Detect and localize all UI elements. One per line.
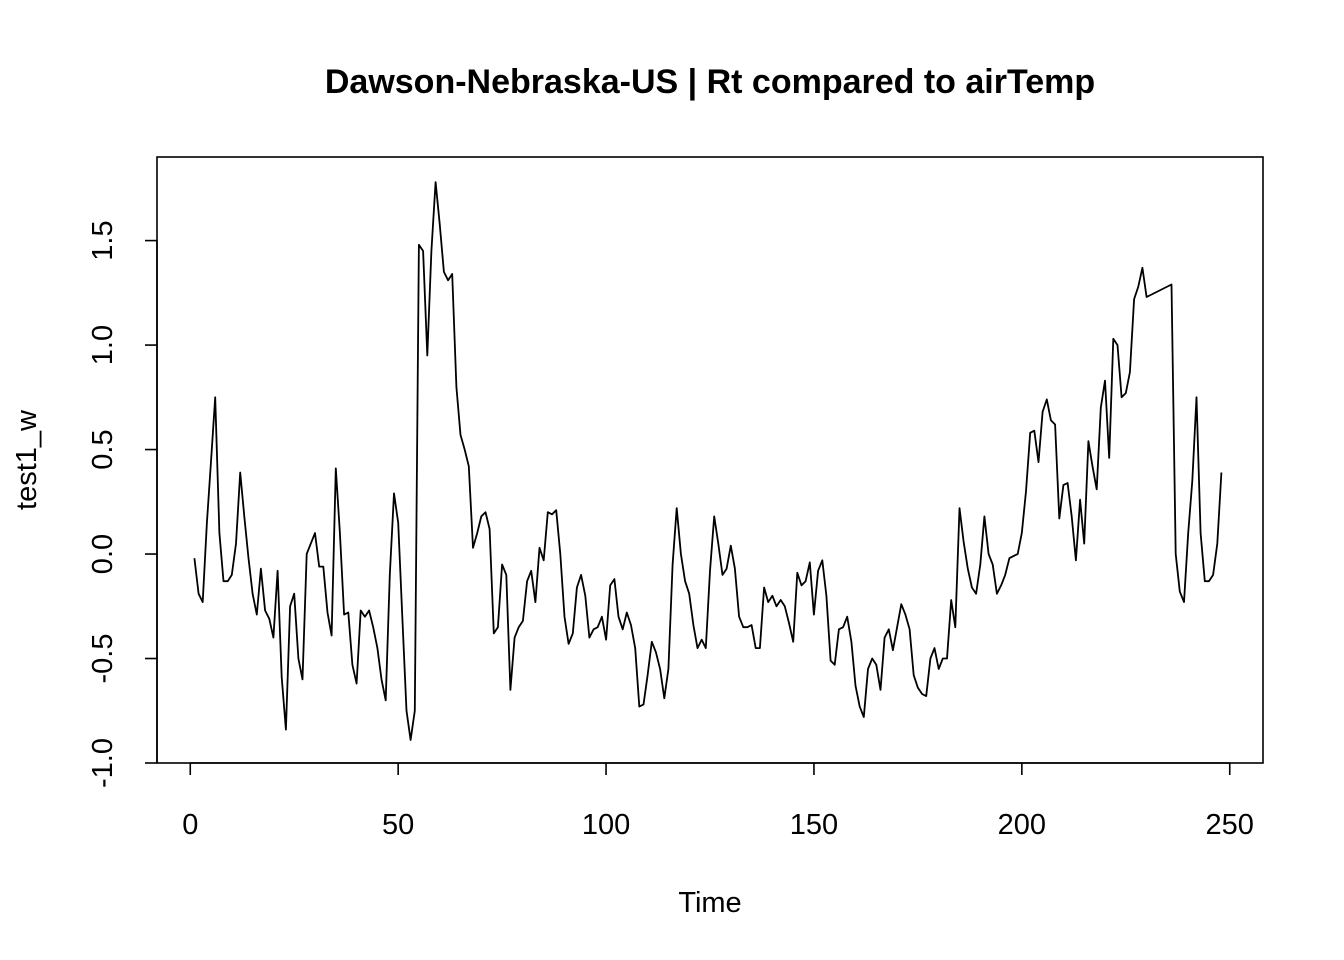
plot-frame xyxy=(156,156,1264,764)
x-tick-label: 50 xyxy=(382,809,414,841)
y-tick-label: -0.5 xyxy=(87,634,119,684)
x-tick-label: 100 xyxy=(582,809,630,841)
y-axis-label: test1_w xyxy=(11,409,43,510)
x-tick-label: 200 xyxy=(998,809,1046,841)
y-tick-label: 1.5 xyxy=(87,220,119,260)
y-tick-label: -1.0 xyxy=(87,738,119,788)
series-line-test1-w xyxy=(193,181,1223,741)
x-tick-label: 150 xyxy=(790,809,838,841)
x-tick-label: 0 xyxy=(182,809,198,841)
y-tick-label: 0.0 xyxy=(87,534,119,574)
x-axis-label: Time xyxy=(678,887,741,919)
y-axis: -1.0 -0.5 0.0 0.5 1.0 1.5 xyxy=(87,220,158,788)
chart-title: Dawson-Nebraska-US | Rt compared to airT… xyxy=(325,63,1095,101)
y-tick-label: 1.0 xyxy=(87,325,119,365)
x-tick-label: 250 xyxy=(1206,809,1254,841)
x-axis: 0 50 100 150 200 250 xyxy=(182,762,1254,841)
y-tick-label: 0.5 xyxy=(87,429,119,469)
